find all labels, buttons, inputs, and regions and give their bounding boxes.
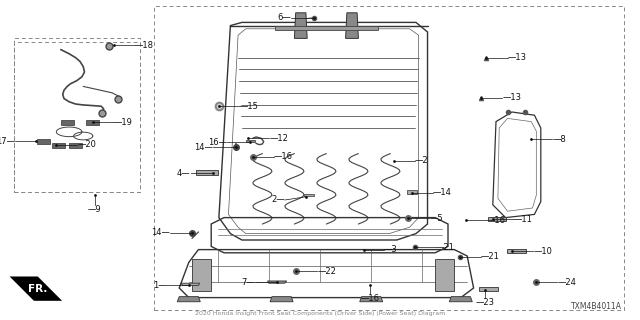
Text: —14: —14 xyxy=(433,188,451,197)
Text: —11: —11 xyxy=(514,215,532,224)
Bar xyxy=(14,38,140,192)
Polygon shape xyxy=(449,297,472,302)
Polygon shape xyxy=(479,287,498,291)
Text: —21: —21 xyxy=(436,243,454,252)
Text: —22: —22 xyxy=(317,267,336,276)
Text: 2020 Honda Insight Front Seat Components (Driver Side) (Power Seat) Diagram: 2020 Honda Insight Front Seat Components… xyxy=(195,311,445,316)
Polygon shape xyxy=(192,259,211,291)
Text: —16: —16 xyxy=(360,294,380,303)
Text: —20: —20 xyxy=(77,140,96,149)
Polygon shape xyxy=(69,143,82,148)
Text: —2: —2 xyxy=(415,156,428,165)
Text: —16: —16 xyxy=(274,152,293,161)
Text: —23: —23 xyxy=(476,298,495,307)
Polygon shape xyxy=(294,13,307,38)
Text: 17—: 17— xyxy=(0,137,15,146)
Polygon shape xyxy=(435,259,454,291)
Polygon shape xyxy=(196,170,218,175)
Polygon shape xyxy=(268,281,287,283)
Text: —15: —15 xyxy=(240,102,259,111)
Text: —12: —12 xyxy=(269,134,288,143)
Text: —13: —13 xyxy=(502,93,522,102)
Polygon shape xyxy=(507,249,526,253)
Text: FR.: FR. xyxy=(28,284,47,294)
Text: —8: —8 xyxy=(552,135,566,144)
Text: —3: —3 xyxy=(384,245,397,254)
Text: —9: —9 xyxy=(88,205,102,214)
Polygon shape xyxy=(360,297,383,302)
Polygon shape xyxy=(488,217,506,221)
Polygon shape xyxy=(246,140,255,142)
Text: —18: —18 xyxy=(135,41,154,50)
Bar xyxy=(14,42,140,192)
Text: —5: —5 xyxy=(429,214,443,223)
Polygon shape xyxy=(304,194,314,196)
Text: 6—: 6— xyxy=(278,13,291,22)
Text: 7—: 7— xyxy=(241,278,255,287)
Polygon shape xyxy=(275,26,378,30)
Polygon shape xyxy=(407,190,417,194)
Text: 4—: 4— xyxy=(177,169,191,178)
Text: 16—: 16— xyxy=(208,138,227,147)
Text: 14—: 14— xyxy=(151,228,170,237)
Polygon shape xyxy=(10,276,62,301)
Text: TXM4B4011A: TXM4B4011A xyxy=(571,302,622,311)
Polygon shape xyxy=(86,120,99,125)
Text: —19: —19 xyxy=(114,118,132,127)
Text: 1—: 1— xyxy=(153,281,166,290)
Text: —24: —24 xyxy=(557,278,576,287)
Text: 14—: 14— xyxy=(195,143,213,152)
Text: —10: —10 xyxy=(533,247,552,256)
Polygon shape xyxy=(346,13,358,38)
Bar xyxy=(154,6,624,310)
Polygon shape xyxy=(61,120,74,125)
Text: —21: —21 xyxy=(481,252,499,261)
Polygon shape xyxy=(52,143,65,148)
Text: —16: —16 xyxy=(487,216,506,225)
Polygon shape xyxy=(181,283,200,285)
Polygon shape xyxy=(37,139,50,144)
Text: —13: —13 xyxy=(508,53,527,62)
Polygon shape xyxy=(177,297,200,302)
Text: 2—: 2— xyxy=(271,196,285,204)
Polygon shape xyxy=(270,297,293,302)
